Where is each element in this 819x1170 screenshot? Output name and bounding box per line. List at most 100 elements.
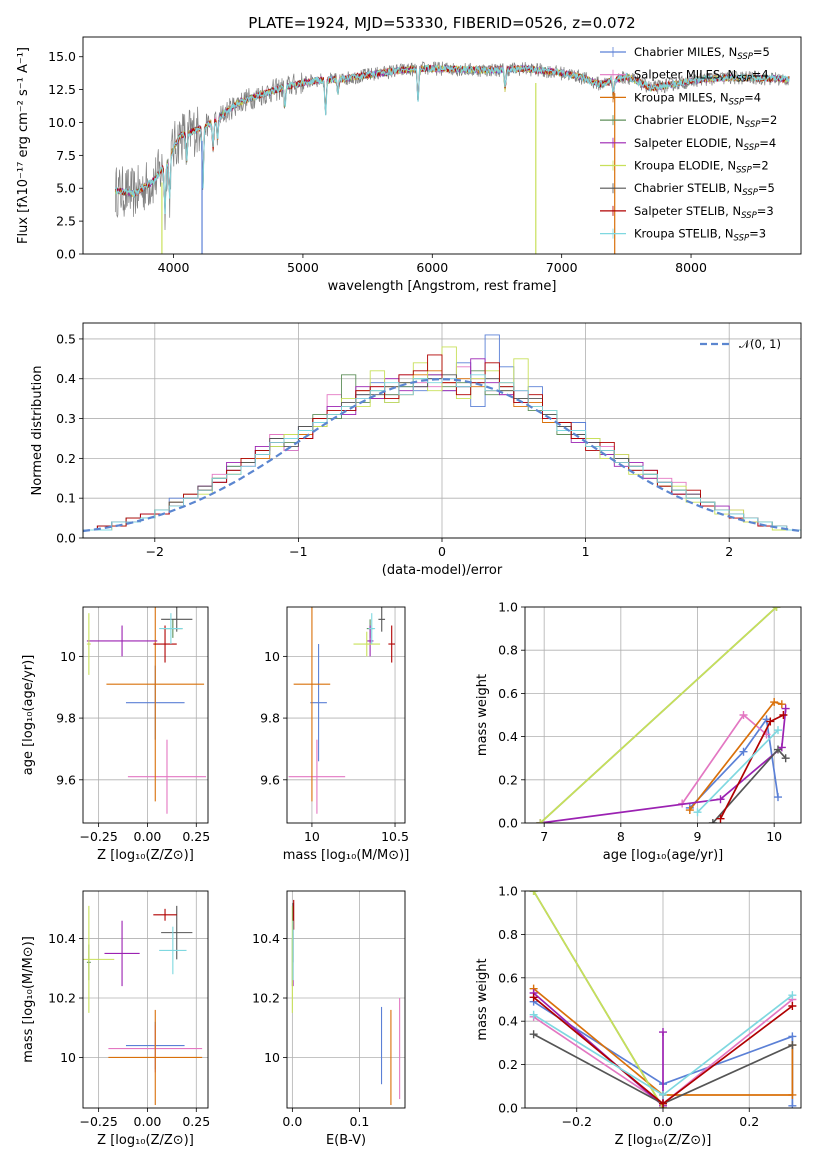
panel-age_vs_mass: 10 10.5 9.6 9.8 10 mass [log₁₀(M/M⊙)] [260, 606, 410, 863]
weight-marker [788, 1101, 797, 1108]
y-tick-label: 10.4 [252, 931, 280, 946]
figure-title: PLATE=1924, MJD=53330, FIBERID=0526, z=0… [248, 14, 635, 32]
y-tick-label: 0.6 [498, 970, 518, 985]
y-tick-label: 0.2 [56, 451, 76, 466]
y-tick-label: 10.2 [48, 991, 76, 1006]
axes-frame [286, 606, 406, 824]
axes-frame [524, 890, 802, 1109]
y-tick-label: 0.4 [56, 371, 76, 386]
y-tick-label: 10.4 [48, 931, 76, 946]
weight-marker [529, 993, 538, 1002]
y-tick-label: 10 [264, 1050, 280, 1065]
y-tick-label: 10 [60, 1050, 76, 1065]
weight-marker [659, 1099, 667, 1108]
x-tick-label: 0 [438, 544, 446, 559]
y-tick-label: 10 [60, 649, 76, 664]
x-axis-label: Z [log₁₀(Z/Z⊙)] [615, 1133, 712, 1148]
legend-entry: Salpeter STELIB, NSSP=3 [634, 204, 774, 221]
weight-marker [693, 808, 702, 817]
x-axis-label: Z [log₁₀(Z/Z⊙)] [97, 848, 194, 863]
y-axis-label: Normed distribution [30, 366, 45, 496]
y-tick-label: 10.2 [252, 991, 280, 1006]
weight-marker [774, 745, 782, 754]
x-tick-label: −2 [146, 544, 164, 559]
weight-marker [659, 1090, 667, 1099]
weight-marker [779, 711, 788, 719]
y-tick-label: 0.0 [498, 816, 518, 831]
x-tick-label: 9 [694, 829, 702, 844]
weight-line [533, 987, 794, 1096]
x-tick-label: 0.25 [182, 1114, 210, 1129]
x-tick-label: 7000 [546, 260, 578, 275]
y-tick-label: 7.5 [56, 148, 76, 163]
weight-marker [774, 726, 782, 735]
x-axis-label: age [log₁₀(age/yr)] [603, 848, 724, 863]
x-tick-label: 8 [617, 829, 625, 844]
y-tick-label: 0.3 [56, 411, 76, 426]
panel-spectrum: 4000 5000 6000 7000 8000 0.0 2.5 5.0 7.5 10.0 12.5… [16, 36, 802, 294]
legend-entry: Chabrier MILES, NSSP=5 [634, 45, 770, 62]
y-tick-label: 0.6 [498, 686, 518, 701]
weight-marker [739, 711, 748, 719]
x-axis-label: E(B-V) [326, 1133, 366, 1148]
x-tick-label: −0.25 [79, 829, 117, 844]
panel-weight_vs_Z: −0.2 0.0 0.2 0.0 0.2 0.4 0.6 0.8 1.0 Z [log₁₀(Z/Z… [475, 884, 802, 1148]
panel-mass_vs_Z: −0.25 0.00 0.25 10 10.2 10.4 Z [log₁₀(Z/Z⊙)] ma… [21, 890, 210, 1148]
weight-marker [788, 1002, 797, 1011]
x-tick-label: 0.00 [134, 1114, 162, 1129]
x-axis-label: mass [log₁₀(M/M⊙)] [283, 848, 410, 863]
x-tick-label: 4000 [158, 260, 190, 275]
weight-marker [529, 1010, 538, 1019]
weight-marker [781, 754, 790, 763]
y-tick-label: 1.0 [498, 600, 518, 615]
x-tick-label: 2 [725, 544, 733, 559]
plot-area [291, 899, 401, 1106]
legend-entry: Kroupa STELIB, NSSP=3 [634, 227, 766, 244]
y-axis-label: Flux [fλ10⁻¹⁷ erg cm⁻² s⁻¹ A⁻¹] [16, 47, 31, 244]
x-tick-label: 10 [766, 829, 782, 844]
y-tick-label: 12.5 [48, 82, 76, 97]
spectrum-model-line [114, 63, 790, 215]
weight-line [532, 891, 664, 1108]
weight-marker [770, 698, 779, 707]
x-tick-label: 10 [304, 829, 320, 844]
y-tick-label: 9.6 [260, 772, 280, 787]
y-tick-label: 0.8 [498, 927, 518, 942]
x-tick-label: 0.2 [739, 1114, 759, 1129]
panel-residuals: −2 −1 0 1 2 0.0 0.1 0.2 0.3 0.4 0.5 (data-model)/er… [30, 322, 802, 578]
y-tick-label: 0.0 [498, 1101, 518, 1116]
weight-marker [716, 795, 725, 804]
y-tick-label: 0.2 [498, 772, 518, 787]
y-tick-label: 0.8 [498, 643, 518, 658]
y-axis-label: mass weight [475, 958, 490, 1040]
weight-marker [774, 793, 782, 802]
plot-area [114, 61, 790, 254]
y-tick-label: 0.0 [56, 247, 76, 262]
x-tick-label: 10.5 [381, 829, 409, 844]
legend-entry: Salpeter ELODIE, NSSP=4 [634, 136, 776, 153]
weight-marker [739, 747, 748, 756]
normal-curve [83, 378, 801, 533]
y-tick-label: 2.5 [56, 214, 76, 229]
weight-line [696, 729, 779, 813]
weight-marker [772, 607, 781, 611]
x-tick-label: 0.0 [653, 1114, 673, 1129]
axes-frame [524, 606, 802, 824]
y-tick-label: 0.0 [56, 531, 76, 546]
weight-marker [781, 704, 790, 713]
legend-entry: Chabrier STELIB, NSSP=5 [634, 181, 775, 198]
weight-line [689, 717, 779, 809]
legend-entry: 𝒩(0, 1) [739, 337, 781, 351]
y-tick-label: 9.8 [260, 711, 280, 726]
plot-area [288, 607, 396, 814]
x-axis-label: Z [log₁₀(Z/Z⊙)] [97, 1133, 194, 1148]
axes-frame [82, 36, 802, 255]
y-tick-label: 0.4 [498, 1014, 518, 1029]
y-axis-label: mass [log₁₀(M/M⊙)] [21, 936, 36, 1063]
plot-area [83, 334, 801, 538]
x-tick-label: −0.25 [79, 1114, 117, 1129]
weight-marker [529, 891, 538, 895]
y-tick-label: 0.4 [498, 729, 518, 744]
y-axis-label: mass weight [475, 674, 490, 756]
x-tick-label: 0.00 [134, 829, 162, 844]
